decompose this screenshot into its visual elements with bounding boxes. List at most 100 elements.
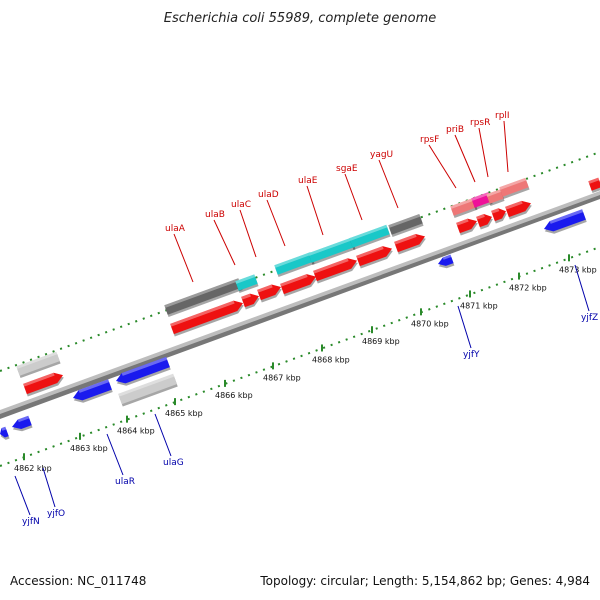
gene-label-leader xyxy=(378,159,399,209)
gene-red-edge xyxy=(588,177,600,194)
gene-ulaD-cyan-highlight xyxy=(274,252,312,268)
gene-forward-11-highlight xyxy=(505,200,523,210)
gene-red-edge-body xyxy=(588,177,600,191)
gene-ulaD-cyan xyxy=(274,252,315,278)
gene-forward-11-body xyxy=(505,200,531,218)
gene-left-pseudo-body xyxy=(16,351,60,376)
gene-reverse-4-body xyxy=(73,379,112,401)
gene-yagU-gray xyxy=(388,213,424,238)
gene-yagU-gray-highlight xyxy=(388,213,421,228)
gene-label-leader xyxy=(213,219,236,266)
gene-ulaE-cyan-body xyxy=(308,237,355,263)
scale-tick-label: 4862 kbp xyxy=(14,464,52,473)
gene-ulaA-gray xyxy=(164,278,243,318)
gene-ulaB-cyan xyxy=(235,274,259,294)
gene-reverse-pseudo-highlight xyxy=(118,373,175,397)
gene-reverse-1-highlight xyxy=(549,209,584,224)
gene-rpsR-pink-highlight xyxy=(486,189,502,197)
scale-tick-label: 4872 kbp xyxy=(509,284,547,293)
gene-rplI-pink-highlight xyxy=(499,177,527,190)
gene-priB-mag-body xyxy=(471,192,492,208)
gene-sgaE-cyan xyxy=(349,224,391,251)
gene-label-leader xyxy=(173,233,194,283)
gene-label-ulaB: ulaB xyxy=(205,210,225,220)
gene-forward-2-body xyxy=(241,293,259,308)
gene-label-leader xyxy=(106,433,124,476)
gene-label-yagU: yagU xyxy=(370,150,393,160)
gene-rpsF-pink-highlight xyxy=(450,197,475,209)
gene-forward-6-body xyxy=(356,246,392,267)
scale-tick-label: 4869 kbp xyxy=(362,337,400,346)
gene-reverse-3 xyxy=(116,356,171,386)
gene-forward-1 xyxy=(170,300,244,337)
gene-reverse-2-body xyxy=(438,254,454,266)
scale-tick-label: 4866 kbp xyxy=(215,391,253,400)
gene-reverse-5-highlight xyxy=(17,415,30,423)
gene-label-leader xyxy=(454,134,476,183)
gene-label-leader xyxy=(457,305,472,349)
gene-features xyxy=(0,177,600,440)
gene-ulaB-cyan-body xyxy=(235,274,258,291)
gene-label-yjfN: yjfN xyxy=(22,517,40,527)
genome-summary-text: Topology: circular; Length: 5,154,862 bp… xyxy=(260,574,590,588)
gene-reverse-4-highlight xyxy=(78,379,110,393)
gene-label-leader xyxy=(14,475,31,516)
genome-title: Escherichia coli 55989, complete genome xyxy=(164,11,436,26)
gene-label-leader xyxy=(306,185,324,236)
gene-forward-5 xyxy=(313,258,358,284)
gene-rplI-pink-body xyxy=(499,177,529,197)
gene-rplI-pink xyxy=(499,177,530,200)
scale-tick-label: 4868 kbp xyxy=(312,355,350,364)
gene-reverse-5 xyxy=(12,415,33,432)
accession-text: Accession: NC_011748 xyxy=(10,574,147,588)
gene-forward-5-highlight xyxy=(313,258,349,274)
gene-reverse-2 xyxy=(438,254,455,269)
gene-ulaE-cyan xyxy=(308,237,356,266)
gene-label-ulaC: ulaC xyxy=(231,200,251,210)
gene-label-rplI: rplI xyxy=(495,111,510,121)
gene-label-ulaD: ulaD xyxy=(258,190,279,200)
gene-label-ulaA: ulaA xyxy=(165,224,186,234)
gene-rpsF-pink xyxy=(450,197,478,219)
gene-reverse-2-highlight xyxy=(442,254,452,260)
gene-label-ulaG: ulaG xyxy=(163,458,184,468)
gene-forward-8-body xyxy=(456,218,477,234)
gene-forward-1-highlight xyxy=(170,300,235,327)
gene-label-leader xyxy=(478,127,489,178)
gene-reverse-6 xyxy=(0,426,10,440)
gene-forward-10-body xyxy=(491,208,506,222)
gene-ulaA-gray-highlight xyxy=(164,278,240,308)
gene-reverse-4 xyxy=(73,379,113,403)
gene-sgaE-cyan-body xyxy=(349,224,390,248)
gene-ulaD-cyan-body xyxy=(274,252,314,275)
gene-reverse-5-body xyxy=(12,415,32,429)
gene-label-yjfO: yjfO xyxy=(47,509,65,519)
gene-label-leader xyxy=(154,413,172,457)
gene-ulaE-cyan-highlight xyxy=(308,237,353,256)
gene-forward-2 xyxy=(241,293,260,310)
gene-reverse-3-body xyxy=(116,356,170,384)
gene-reverse-pseudo-body xyxy=(118,373,177,405)
gene-label-yjfY: yjfY xyxy=(463,350,480,360)
scale-tick-label: 4873 kbp xyxy=(559,265,597,274)
gene-forward-8-highlight xyxy=(456,218,469,226)
gene-label-sgaE: sgaE xyxy=(336,164,358,174)
gene-label-leader xyxy=(266,199,286,247)
gene-label-ulaR: ulaR xyxy=(115,477,135,487)
gene-forward-2-highlight xyxy=(241,293,251,300)
scale-ticks: 4862 kbp 4863 kbp 4864 kbp 4865 kbp 4866 kbp… xyxy=(14,254,597,473)
gene-label-leader xyxy=(344,173,363,221)
gene-forward-6-highlight xyxy=(356,246,384,259)
gene-rpsR-pink-body xyxy=(486,189,504,204)
gene-forward-4-highlight xyxy=(280,274,308,287)
gene-labels: ulaA ulaB ulaC ulaD ulaE sgaE yagU rpsF priB rpsR… xyxy=(14,111,598,527)
scale-tick-label: 4870 kbp xyxy=(411,319,449,328)
gene-priB-mag xyxy=(471,192,493,211)
gene-forward-8 xyxy=(456,218,478,236)
gene-forward-7-highlight xyxy=(394,233,417,245)
gene-rpsR-pink xyxy=(486,189,505,207)
gene-forward-12 xyxy=(23,372,64,397)
gene-reverse-6-body xyxy=(0,426,9,438)
gene-forward-3-body xyxy=(257,284,281,301)
